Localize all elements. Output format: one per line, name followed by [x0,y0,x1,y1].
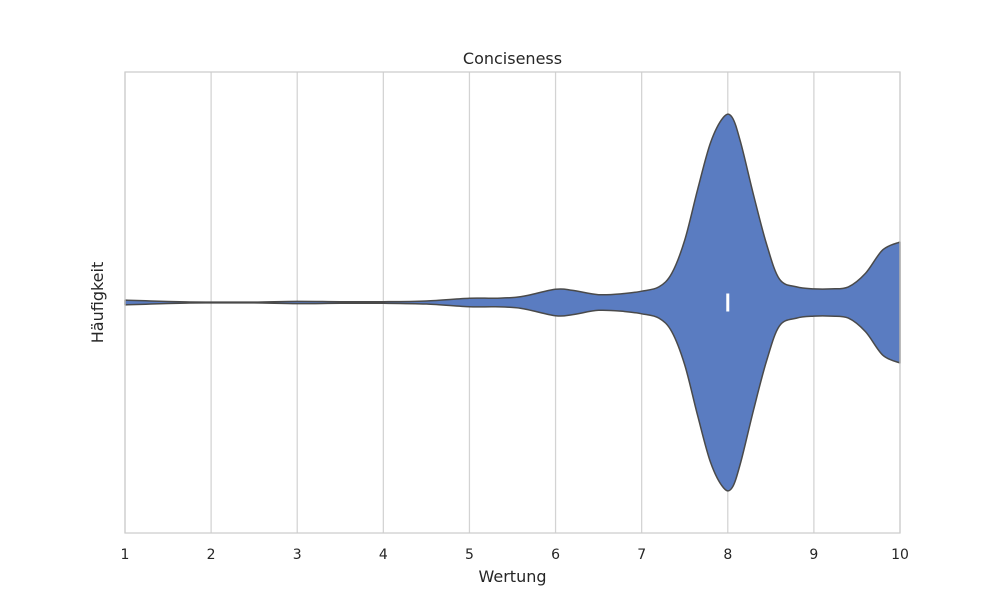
x-tick-label: 8 [723,547,732,563]
x-axis-label: Wertung [478,567,546,586]
violin-body [124,113,901,492]
x-tick-label: 2 [207,547,216,563]
violin-plot [124,113,901,492]
plot-frame [124,71,901,534]
x-tick-label: 6 [551,547,560,563]
x-tick-label: 9 [809,547,818,563]
x-tick-label: 10 [891,547,909,563]
x-tick-label: 3 [293,547,302,563]
x-tick-labels: 1 2 3 4 5 6 7 8 9 10 [121,547,909,563]
x-tick-label: 1 [121,547,130,563]
x-tick-label: 7 [637,547,646,563]
chart-title: Conciseness [463,49,562,68]
x-tick-label: 5 [465,547,474,563]
median-marker [726,293,730,312]
x-tick-label: 4 [379,547,388,563]
y-axis-label: Häufigkeit [88,262,107,343]
